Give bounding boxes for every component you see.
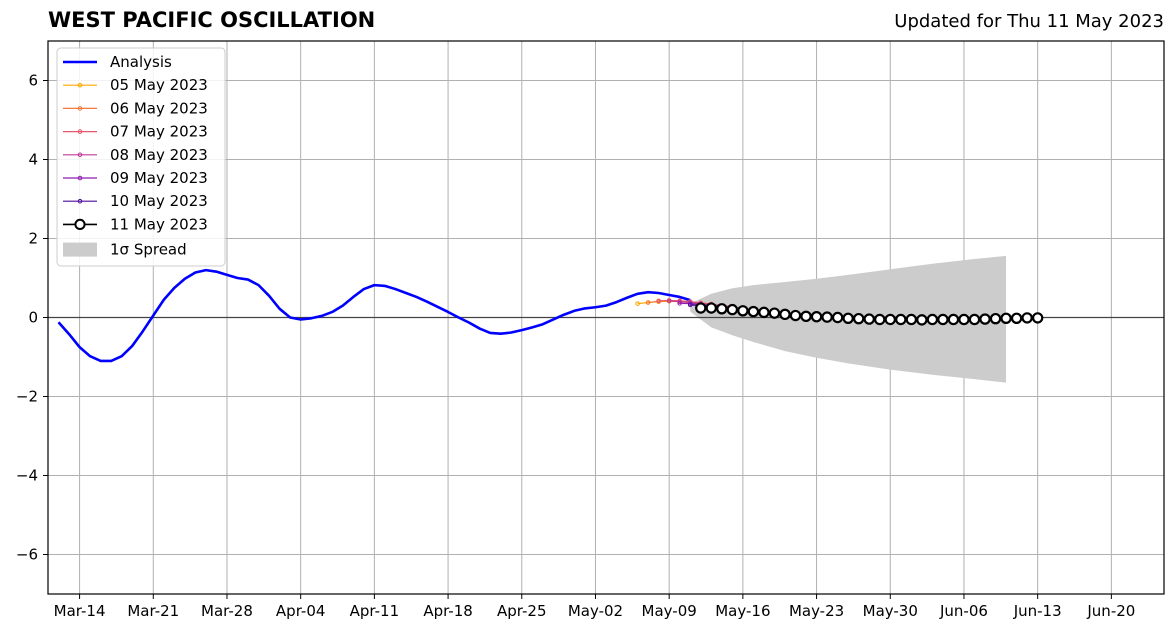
x-tick-label: Apr-18 [423, 602, 473, 620]
series-layer [57, 268, 1044, 363]
x-tick-label: Apr-11 [350, 602, 400, 620]
forecast-marker [758, 306, 770, 319]
forecast-marker [979, 313, 991, 325]
forecast-marker [1031, 312, 1044, 324]
forecast-marker [645, 300, 651, 305]
x-tick-label: Jun-20 [1086, 602, 1135, 620]
plot-frame [47, 40, 1165, 595]
chart-title: WEST PACIFIC OSCILLATION [48, 8, 376, 32]
legend: Analysis 05 May 2023 06 May 2023 07 May 202… [56, 47, 226, 267]
forecast-marker [716, 303, 728, 315]
forecast-marker [800, 310, 812, 323]
forecast-marker [687, 302, 693, 308]
forecast-marker [726, 303, 739, 316]
y-tick-label: 6 [28, 72, 38, 90]
legend-label: 1σ Spread [110, 241, 187, 259]
forecast-marker [968, 313, 981, 326]
y-tick-label: 0 [28, 309, 38, 327]
forecast-marker [656, 298, 661, 304]
legend-marker [77, 129, 83, 134]
x-tick-label: May-16 [715, 602, 770, 620]
forecast-marker [937, 313, 949, 326]
x-tick-label: Apr-25 [497, 602, 547, 620]
x-tick-label: May-30 [863, 602, 918, 620]
forecast-marker [666, 298, 672, 304]
forecast-marker [958, 313, 970, 326]
x-tick-label: May-23 [789, 602, 844, 620]
legend-label: 06 May 2023 [110, 99, 208, 117]
y-tick-label: 4 [28, 151, 38, 169]
forecast-marker [695, 302, 707, 314]
x-tick-label: May-02 [568, 602, 623, 620]
forecast-marker [705, 302, 717, 314]
legend-label: Analysis [110, 53, 172, 71]
legend-marker [77, 175, 83, 181]
legend-marker [77, 198, 83, 204]
forecast-marker [747, 305, 760, 318]
forecast-marker [842, 312, 854, 324]
forecast-marker [989, 312, 1002, 325]
x-tick-label: Jun-13 [1013, 602, 1062, 620]
legend-marker [74, 218, 86, 230]
legend-label: 11 May 2023 [110, 215, 208, 233]
legend-swatch [63, 242, 97, 257]
forecast-marker [1000, 312, 1012, 324]
x-tick-label: Apr-04 [276, 602, 326, 620]
x-tick-label: Jun-06 [939, 602, 988, 620]
legend-marker [77, 152, 83, 158]
y-tick-label: −6 [16, 546, 38, 564]
forecast-marker [1010, 312, 1023, 324]
forecast-marker [831, 311, 844, 324]
chart-subtitle: Updated for Thu 11 May 2023 [894, 11, 1164, 32]
x-tick-label: May-09 [642, 602, 697, 620]
forecast-marker [677, 300, 682, 306]
forecast-marker [916, 314, 928, 326]
legend-marker [77, 82, 83, 88]
forecast-marker [821, 311, 833, 323]
forecast-marker [884, 313, 896, 326]
forecast-marker [635, 301, 640, 306]
forecast-marker [947, 313, 960, 326]
forecast-marker [768, 307, 781, 319]
forecast-marker [895, 313, 907, 326]
forecast-marker [852, 312, 865, 325]
analysis-line [57, 268, 691, 363]
forecast-marker [789, 309, 802, 322]
legend-label: 08 May 2023 [110, 146, 208, 164]
legend-label: 05 May 2023 [110, 76, 208, 94]
legend-label: 10 May 2023 [110, 192, 208, 210]
forecast-marker [926, 313, 939, 326]
axes-layer: Mar-14 Mar-21 Mar-28 Apr-04 Apr-11 Apr-18 Apr-… [16, 40, 1165, 620]
forecast-marker [810, 311, 823, 323]
forecast-marker [874, 313, 886, 326]
forecast-marker [905, 313, 918, 326]
legend-label: 07 May 2023 [110, 123, 208, 141]
x-tick-label: Mar-21 [127, 602, 179, 620]
y-tick-label: 2 [28, 230, 38, 248]
forecast-marker [737, 305, 749, 317]
forecast-marker [779, 308, 791, 321]
x-tick-label: Mar-14 [54, 602, 106, 620]
x-tick-label: Mar-28 [201, 602, 253, 620]
legend-label: 09 May 2023 [110, 169, 208, 187]
legend-box [56, 47, 226, 267]
forecast-marker [863, 313, 875, 325]
legend-marker [77, 106, 83, 111]
forecast-marker [1021, 312, 1033, 324]
y-tick-label: −2 [16, 388, 38, 406]
y-tick-label: −4 [16, 467, 38, 485]
